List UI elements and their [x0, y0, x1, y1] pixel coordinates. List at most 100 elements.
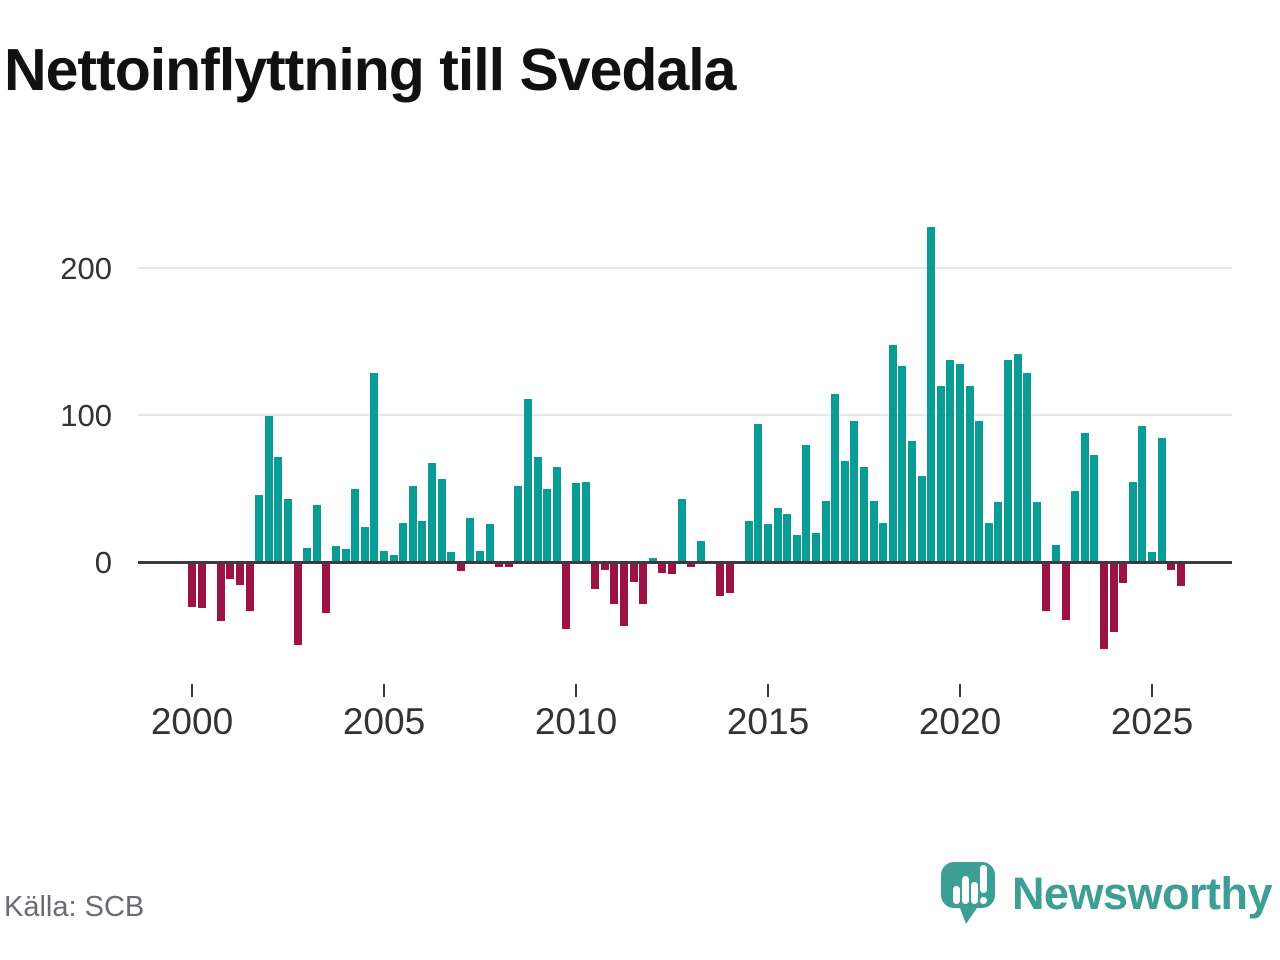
bar-2025-Q3 — [1167, 562, 1176, 570]
bar-2000-Q1 — [188, 562, 196, 607]
bar-2004-Q1 — [341, 549, 350, 563]
bar-2011-Q4 — [639, 562, 648, 604]
chart-title: Nettoinflyttning till Svedala — [4, 37, 736, 103]
x-axis-label-2000: 2000 — [150, 701, 234, 742]
bar-2014-Q4 — [754, 424, 763, 563]
x-tick-2025 — [1151, 684, 1153, 697]
bar-2021-Q3 — [1013, 353, 1022, 563]
bar-2003-Q3 — [322, 562, 331, 613]
gridline-100 — [138, 414, 1232, 416]
bar-2017-Q4 — [869, 500, 878, 563]
bar-2006-Q4 — [447, 552, 456, 563]
bar-2020-Q3 — [975, 421, 984, 563]
bar-2022-Q1 — [1032, 502, 1041, 563]
bar-2015-Q2 — [773, 508, 782, 563]
bar-2000-Q4 — [216, 562, 225, 622]
x-axis-label-2010: 2010 — [534, 701, 618, 742]
bar-2009-Q1 — [533, 456, 542, 563]
y-axis-label-200: 200 — [60, 251, 112, 286]
bar-2023-Q3 — [1090, 455, 1099, 563]
newsworthy-bubble-icon — [940, 862, 995, 924]
bar-2024-Q3 — [1128, 481, 1137, 563]
zero-axis-line — [138, 561, 1232, 564]
bar-2019-Q1 — [917, 475, 926, 563]
bar-2024-Q4 — [1138, 425, 1147, 563]
bar-2008-Q4 — [524, 399, 532, 563]
bar-2007-Q3 — [476, 550, 484, 563]
bar-2010-Q4 — [600, 562, 609, 570]
bar-2017-Q3 — [860, 466, 868, 563]
bar-2006-Q1 — [418, 521, 427, 563]
bar-2013-Q4 — [716, 562, 724, 597]
bar-2008-Q3 — [514, 486, 523, 563]
bar-2006-Q2 — [428, 462, 436, 563]
bar-2009-Q4 — [562, 562, 571, 629]
bar-2014-Q3 — [744, 521, 753, 563]
bar-2012-Q2 — [658, 562, 667, 573]
bar-2014-Q1 — [725, 562, 734, 594]
bar-2020-Q4 — [984, 522, 993, 563]
bar-2011-Q2 — [620, 562, 628, 626]
x-axis-label-2015: 2015 — [726, 701, 810, 742]
bar-2007-Q2 — [466, 518, 475, 563]
x-tick-2010 — [575, 684, 577, 697]
bar-2002-Q4 — [293, 562, 302, 645]
bar-2004-Q3 — [360, 527, 369, 563]
bar-2002-Q2 — [274, 456, 283, 563]
bar-2000-Q2 — [197, 562, 206, 609]
gridline-200 — [138, 267, 1232, 269]
bar-2013-Q1 — [687, 562, 696, 567]
y-axis-label-0: 0 — [94, 545, 112, 580]
bar-2010-Q1 — [572, 483, 580, 563]
bar-2001-Q4 — [255, 494, 264, 563]
bar-2018-Q4 — [908, 440, 916, 563]
bar-2001-Q2 — [236, 562, 244, 585]
bar-2007-Q4 — [485, 524, 494, 563]
bar-2002-Q1 — [264, 415, 273, 563]
bar-2005-Q4 — [408, 486, 417, 563]
newsworthy-logo[interactable]: Newsworthy — [940, 862, 1273, 926]
bar-2005-Q3 — [399, 522, 408, 563]
bar-2022-Q4 — [1061, 562, 1070, 620]
bar-2016-Q1 — [802, 444, 811, 563]
bar-2003-Q4 — [332, 546, 340, 563]
bar-2018-Q2 — [888, 344, 897, 563]
bar-2012-Q3 — [668, 562, 676, 575]
bar-2021-Q2 — [1004, 359, 1012, 563]
bar-2020-Q1 — [956, 364, 964, 563]
bar-2025-Q4 — [1176, 562, 1185, 586]
bar-2015-Q3 — [783, 514, 792, 563]
bar-2012-Q1 — [648, 558, 657, 563]
bar-2023-Q4 — [1100, 562, 1108, 650]
bar-2013-Q2 — [696, 540, 705, 563]
bar-2016-Q2 — [812, 533, 820, 563]
bar-2016-Q3 — [821, 500, 830, 563]
bar-2010-Q2 — [581, 481, 590, 563]
x-tick-2015 — [767, 684, 769, 697]
bar-2001-Q3 — [245, 562, 254, 611]
y-axis-label-100: 100 — [60, 398, 112, 433]
bar-2017-Q2 — [850, 421, 859, 563]
x-axis-label-2005: 2005 — [342, 701, 426, 742]
bar-2009-Q2 — [543, 489, 552, 563]
bar-2022-Q3 — [1052, 544, 1060, 563]
bar-2019-Q3 — [936, 386, 945, 563]
bar-2023-Q2 — [1080, 433, 1089, 563]
bar-2023-Q1 — [1071, 490, 1080, 563]
bar-2009-Q3 — [552, 466, 561, 563]
source-label: Källa: SCB — [4, 891, 145, 923]
bar-2007-Q1 — [456, 562, 465, 572]
bar-2010-Q3 — [591, 562, 600, 589]
x-axis-label-2025: 2025 — [1110, 701, 1194, 742]
bar-2024-Q2 — [1119, 562, 1128, 584]
bar-2012-Q4 — [677, 499, 686, 563]
bar-2022-Q2 — [1042, 562, 1051, 611]
bar-2011-Q1 — [610, 562, 619, 604]
bar-2020-Q2 — [965, 386, 974, 563]
bar-2008-Q2 — [504, 562, 513, 567]
bar-2024-Q1 — [1109, 562, 1118, 632]
x-tick-2000 — [191, 684, 193, 697]
bar-2004-Q4 — [370, 372, 379, 563]
bar-2003-Q1 — [303, 547, 312, 563]
bar-2005-Q1 — [380, 550, 388, 563]
